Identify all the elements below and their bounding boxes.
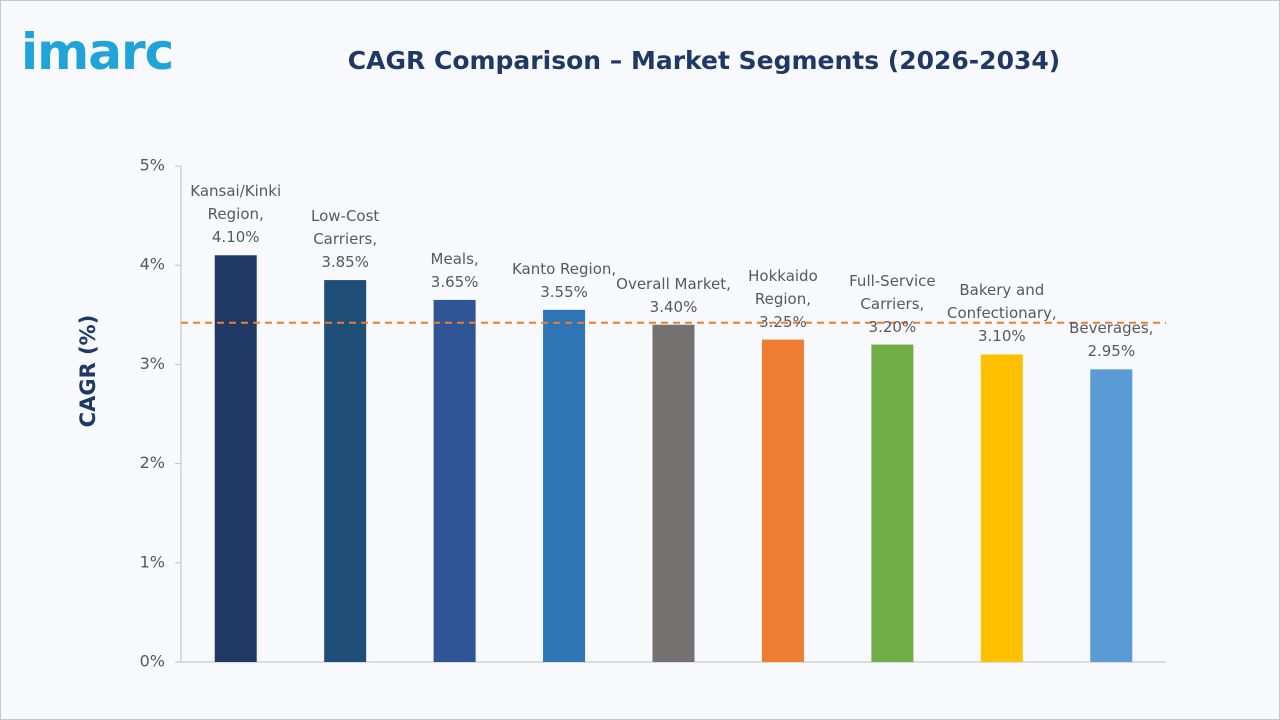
category-label: Bakery and Confectionary, xyxy=(947,281,1057,323)
category-label: Full-Service Carriers, xyxy=(849,271,936,313)
value-label: 3.25% xyxy=(759,312,807,331)
bar xyxy=(1090,369,1133,662)
bar xyxy=(324,280,367,662)
y-tick-label: 4% xyxy=(140,255,165,274)
category-label: Low-Cost Carriers, xyxy=(311,207,380,249)
value-label: 3.10% xyxy=(978,327,1026,346)
category-label: Meals, xyxy=(430,249,479,268)
bar xyxy=(433,299,476,662)
bar xyxy=(652,324,695,662)
bar xyxy=(543,309,586,662)
y-tick-label: 5% xyxy=(140,156,165,175)
data-label: Overall Market, 3.40% xyxy=(609,273,739,319)
category-label: Hokkaido Region, xyxy=(748,266,818,308)
category-label: Kanto Region, xyxy=(511,259,617,278)
y-tick-label: 3% xyxy=(140,354,165,373)
category-label: Overall Market, xyxy=(616,274,731,293)
value-label: 3.55% xyxy=(540,282,588,301)
category-label: Kansai/Kinki Region, xyxy=(190,182,282,224)
data-label: Meals, 3.65% xyxy=(390,248,520,294)
y-tick-label: 1% xyxy=(140,552,165,571)
value-label: 3.20% xyxy=(868,317,917,336)
category-label: Beverages, xyxy=(1069,319,1154,338)
bar xyxy=(761,339,804,662)
logo: imarc xyxy=(21,23,174,81)
data-label: Kansai/Kinki Region, 4.10% xyxy=(171,180,301,249)
chart-title: CAGR Comparison – Market Segments (2026-… xyxy=(348,46,1060,75)
data-label: Bakery and Confectionary, 3.10% xyxy=(937,279,1067,348)
value-label: 2.95% xyxy=(1087,342,1136,361)
data-label: Full-Service Carriers, 3.20% xyxy=(827,270,957,339)
value-label: 3.85% xyxy=(321,253,369,272)
value-label: 3.65% xyxy=(430,272,479,291)
value-label: 3.40% xyxy=(649,297,698,316)
bar xyxy=(980,354,1023,662)
data-label: Low-Cost Carriers, 3.85% xyxy=(280,205,410,274)
data-label: Kanto Region, 3.55% xyxy=(499,258,629,304)
bar xyxy=(214,255,257,662)
bar xyxy=(871,344,914,662)
y-tick-label: 2% xyxy=(140,453,165,472)
y-axis-label: CAGR (%) xyxy=(76,315,100,428)
data-label: Beverages, 2.95% xyxy=(1046,317,1176,363)
y-tick-label: 0% xyxy=(140,652,165,671)
data-label: Hokkaido Region, 3.25% xyxy=(718,265,848,334)
value-label: 4.10% xyxy=(211,228,260,247)
